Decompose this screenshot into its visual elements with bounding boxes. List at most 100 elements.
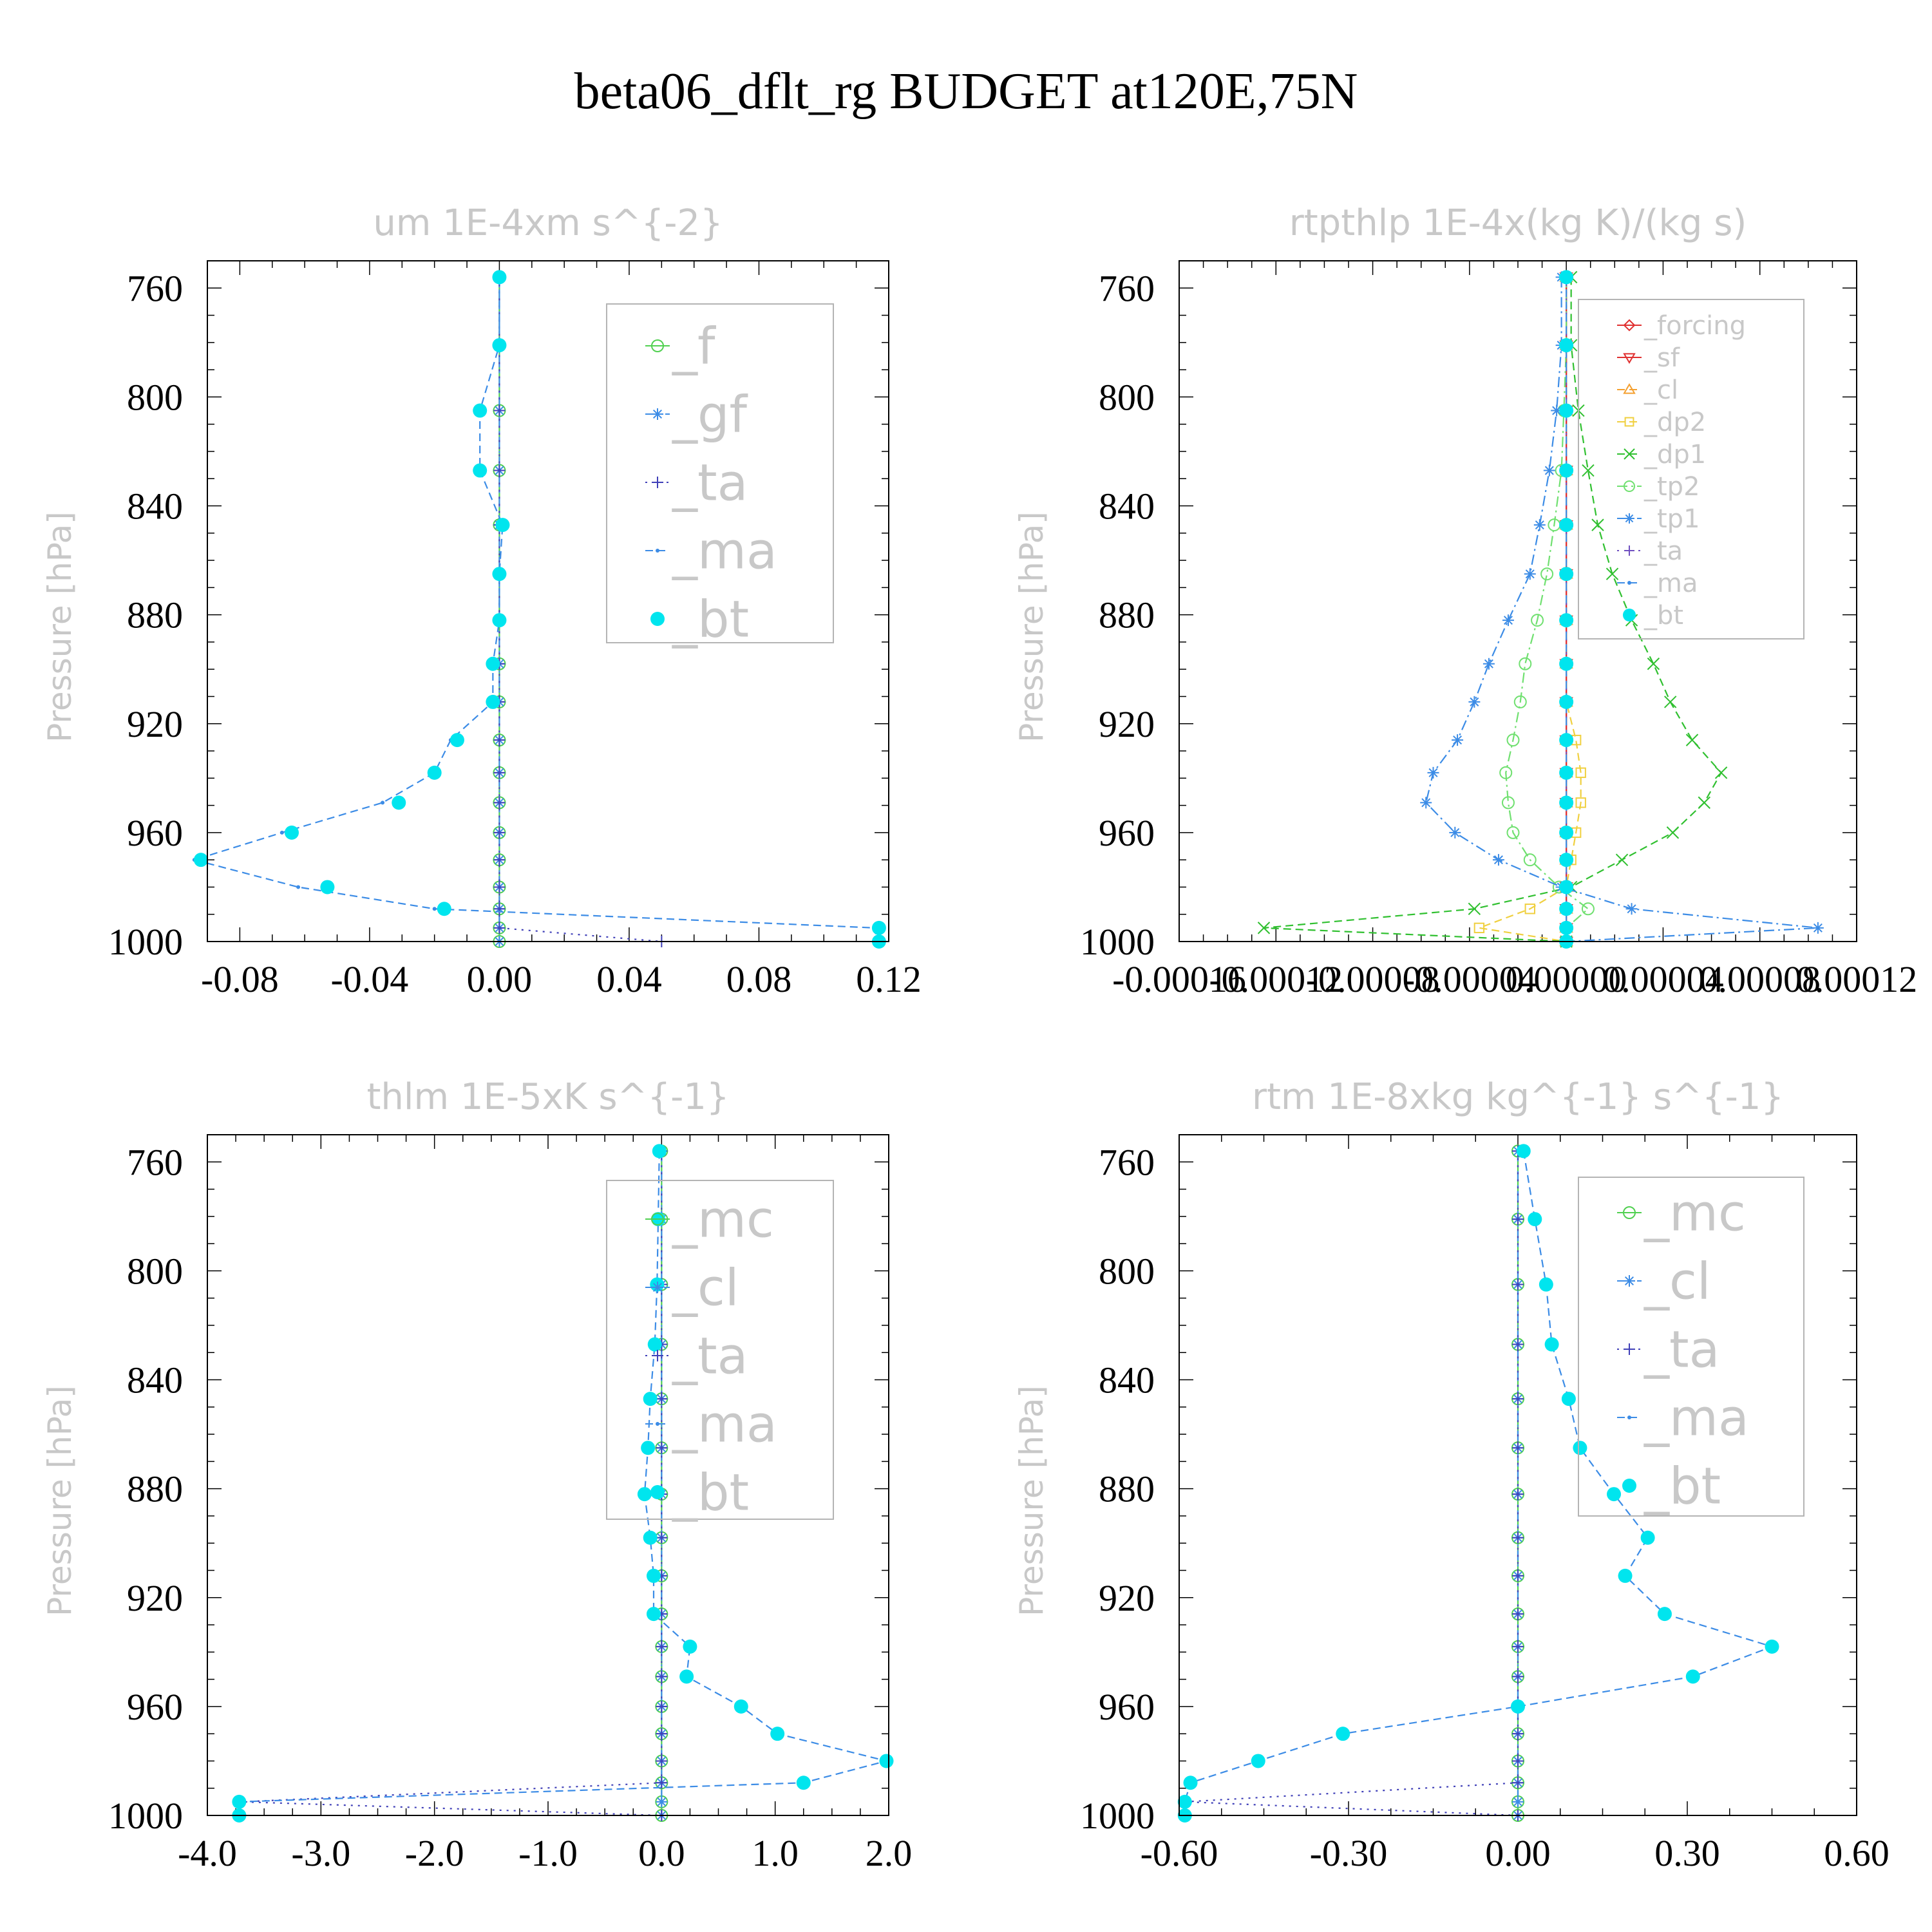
plot-frame [207,1134,889,1816]
y-tick-label: 760 [1099,1141,1155,1183]
data-point-bt [1559,880,1574,895]
data-point-ta [656,1393,668,1405]
legend-label-ta: _ta [1643,536,1683,566]
data-point-bt [1559,656,1574,671]
data-point-bt [1544,1337,1559,1352]
y-tick-label: 920 [1099,703,1155,745]
series-line-ma [238,1151,887,1815]
legend-marker [652,1282,663,1293]
y-tick-label: 880 [1099,1468,1155,1510]
data-point-dp2 [1575,797,1586,808]
legend-box [606,1180,834,1520]
data-point-ta [493,854,506,866]
legend-label-bt: _bt [672,1464,749,1522]
data-point-bt [1559,795,1574,810]
y-tick-label: 880 [1099,594,1155,636]
data-point-ta [1512,1777,1524,1789]
data-point-tp1 [1449,826,1461,838]
data-point-tp1 [1502,614,1514,627]
plot-frame [207,260,889,942]
data-point-dp1 [1257,922,1271,934]
data-point-bt [492,613,507,628]
data-point-ta [1512,1393,1524,1405]
data-point-bt [1528,1212,1542,1227]
data-point-bt [1559,403,1574,418]
data-point-tp1 [1468,696,1481,708]
data-point-cl [1512,1795,1524,1808]
data-point-ta [1512,1569,1524,1582]
data-point-bt [1559,270,1574,285]
legend-label-forcing: _forcing [1643,311,1746,341]
legend-marker [1623,383,1636,394]
legend-marker [652,477,663,488]
legend-label-ta: _ta [672,1327,748,1385]
data-point-tp2 [1581,902,1595,916]
data-point-tp1 [1551,404,1563,417]
data-point-ta [1512,1608,1524,1620]
series-group [1257,270,1824,949]
x-tick-label: -3.0 [291,1832,350,1874]
data-point-tp1 [1812,922,1824,934]
data-point-bt [1765,1639,1779,1654]
data-point-bt [1559,338,1574,353]
data-point-tp1 [1524,568,1536,580]
legend-label-f: _f [672,317,716,375]
data-point-bt [1561,1392,1576,1406]
data-point-tp2 [1531,614,1544,627]
data-point-bt [427,765,442,780]
data-point-bt [770,1727,785,1741]
legend-marker [1623,353,1636,364]
data-point-bt [486,656,500,671]
data-point-tp1 [1543,464,1555,477]
data-point-bt [1640,1530,1655,1545]
data-point-dp1 [1582,464,1595,477]
legend-label-ta: _ta [672,454,748,512]
panel-title: rtm 1E-8xkg kg^{-1} s^{-1} [1252,1076,1784,1118]
y-tick-label: 800 [127,1250,183,1292]
legend-label-ma: _ma [672,1396,777,1454]
data-point-bt [1183,1776,1198,1790]
data-point-tp2 [1519,657,1532,670]
panel-3: thlm 1E-5xK s^{-1} Pressure [hPa] 760 800 84… [41,1076,912,1874]
data-point-ta [493,922,506,934]
legend-label-ma: _ma [672,522,777,580]
data-point-tp2 [1506,826,1520,839]
legend-label-bt: _bt [1643,1457,1721,1515]
data-point-bt [495,518,510,533]
series-group [1177,1144,1779,1823]
data-point-bt [652,1144,667,1159]
legend: _mc _cl _ta _ma _bt [606,1180,834,1522]
data-point-bt [796,1776,811,1790]
data-point-bt [871,920,886,935]
data-point-bt [492,567,507,582]
data-point-tp2 [1540,567,1554,581]
panels: um 1E-4xm s^{-2} Pressure [hPa] 760 800 840 8… [41,202,1917,1874]
data-point-dp1 [1698,796,1711,810]
data-point-dp2 [1473,922,1485,934]
panel-1: um 1E-4xm s^{-2} Pressure [hPa] 760 800 840 8… [41,202,922,1000]
data-point-tp1 [1482,658,1495,670]
legend-marker [1624,1343,1635,1355]
data-point-dp1 [1663,696,1677,708]
data-point-bt [1511,1699,1525,1714]
y-tick-label: 920 [1099,1577,1155,1619]
legend-marker [1623,1206,1636,1219]
x-tick-label: -4.0 [178,1832,237,1874]
data-point-bt [1539,1277,1553,1292]
legend-marker [1623,319,1636,332]
y-tick-label: 800 [127,376,183,418]
data-point-ma [279,830,284,835]
legend-label-mc: _mc [672,1191,774,1249]
legend-marker [1622,1479,1636,1493]
y-tick-label: 960 [127,1686,183,1728]
data-point-tp1 [1452,734,1464,746]
data-point-ta [1512,1755,1524,1767]
x-tick-label: -1.0 [518,1832,578,1874]
y-tick-label: 880 [127,1468,183,1510]
data-point-tp1 [1420,797,1432,809]
legend-marker [650,1485,665,1499]
legend-box [1578,1177,1804,1517]
data-point-bt [683,1639,697,1654]
legend-marker [1624,545,1634,556]
